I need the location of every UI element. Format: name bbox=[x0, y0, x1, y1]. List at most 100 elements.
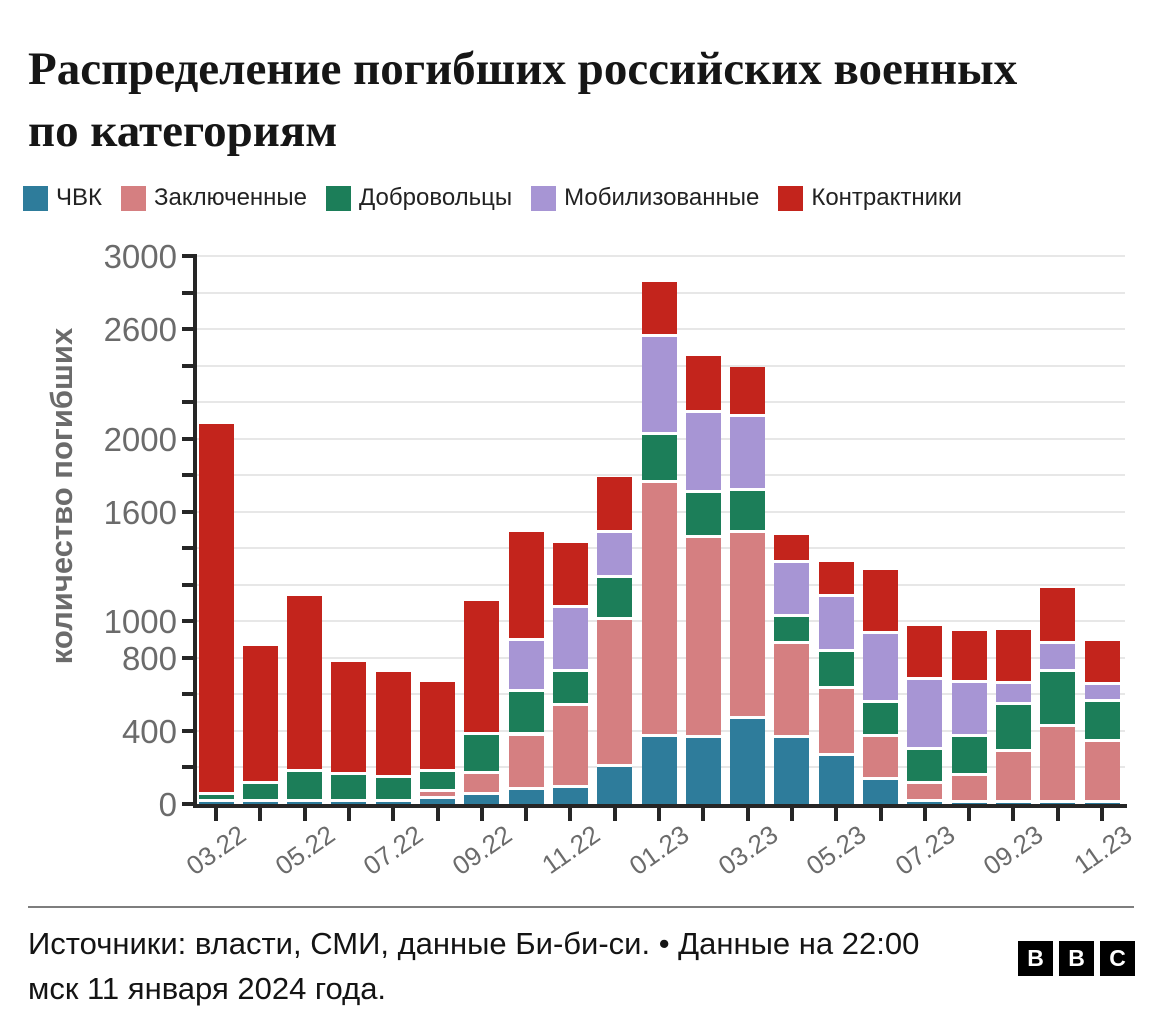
y-tick bbox=[182, 765, 195, 770]
bar-segment-Контрактники bbox=[730, 367, 766, 417]
x-tick bbox=[524, 808, 529, 821]
bar-segment-Заключенные bbox=[552, 706, 588, 788]
bar-segment-Мобилизованные bbox=[508, 641, 544, 692]
legend-swatch bbox=[23, 185, 48, 211]
bar-segment-Мобилизованные bbox=[951, 682, 987, 738]
x-tick bbox=[745, 808, 750, 821]
bar-segment-Заключенные bbox=[995, 751, 1031, 804]
bar-segment-Мобилизованные bbox=[907, 679, 943, 751]
bar-segment-Заключенные bbox=[863, 737, 898, 781]
bar-segment-Добровольцы bbox=[552, 671, 588, 707]
bar-segment-Добровольцы bbox=[287, 772, 323, 803]
legend-label: Мобилизованные bbox=[564, 184, 760, 211]
y-tick bbox=[182, 436, 195, 441]
y-tick bbox=[182, 509, 195, 514]
legend-swatch bbox=[326, 185, 352, 211]
y-tick-label: 800 bbox=[121, 639, 177, 677]
bar-segment-Заключенные bbox=[951, 775, 987, 804]
bar-segment-Контрактники bbox=[1084, 641, 1120, 686]
bar-segment-ЧВК bbox=[907, 802, 943, 804]
x-tick bbox=[878, 808, 883, 821]
y-tick bbox=[182, 619, 195, 624]
bar-segment-Добровольцы bbox=[1040, 672, 1076, 728]
bar-segment-Мобилизованные bbox=[552, 607, 588, 672]
y-tick bbox=[182, 655, 195, 660]
legend-swatch bbox=[778, 185, 804, 211]
legend-item-4: Мобилизованные bbox=[531, 184, 759, 212]
y-tick bbox=[182, 692, 195, 697]
y-tick bbox=[182, 802, 195, 806]
bar-segment-Контрактники bbox=[375, 672, 411, 778]
x-tick-label: 07.22 bbox=[357, 819, 429, 881]
x-tick-label: 05.22 bbox=[269, 819, 340, 881]
bar-segment-ЧВК bbox=[420, 798, 455, 804]
bar-segment-Добровольцы bbox=[1084, 701, 1120, 742]
bar-segment-Контрактники bbox=[863, 570, 898, 635]
bar-segment-Контрактники bbox=[641, 281, 677, 338]
x-tick-label: 05.23 bbox=[800, 819, 872, 881]
bar-segment-Добровольцы bbox=[242, 783, 278, 803]
bar-segment-Мобилизованные bbox=[774, 562, 810, 617]
x-tick bbox=[1011, 808, 1016, 821]
bar-segment-ЧВК bbox=[641, 737, 677, 804]
bar-segment-Заключенные bbox=[641, 483, 677, 738]
bar-segment-Контрактники bbox=[818, 561, 854, 597]
bar-segment-Контрактники bbox=[1040, 587, 1076, 645]
y-axis-line bbox=[193, 254, 197, 808]
legend-label: ЧВК bbox=[56, 184, 102, 211]
y-tick bbox=[182, 327, 195, 332]
bar-segment-ЧВК bbox=[863, 780, 898, 804]
bar-segment-Добровольцы bbox=[508, 691, 544, 736]
bar-segment-Заключенные bbox=[1040, 727, 1076, 804]
x-tick-label: 07.23 bbox=[889, 819, 961, 881]
bar-segment-Добровольцы bbox=[951, 737, 987, 776]
x-axis-line bbox=[193, 804, 1127, 808]
bar-segment-ЧВК bbox=[464, 794, 500, 804]
x-tick bbox=[1100, 808, 1104, 821]
bar-segment-Контрактники bbox=[774, 534, 810, 563]
bar-segment-Контрактники bbox=[287, 595, 323, 773]
page-title: Распределение погибших российских военны… bbox=[28, 43, 1018, 158]
y-tick-label: 1600 bbox=[103, 493, 177, 531]
bar-segment-Мобилизованные bbox=[730, 416, 766, 491]
x-tick bbox=[967, 808, 972, 821]
legend: ЧВК Заключенные Добровольцы Мобилизованные К… bbox=[23, 184, 962, 212]
x-tick bbox=[834, 808, 839, 821]
bar-segment-Мобилизованные bbox=[995, 684, 1031, 706]
y-tick-label: 1000 bbox=[103, 603, 177, 641]
legend-swatch bbox=[531, 185, 557, 211]
footer-divider bbox=[28, 906, 1134, 908]
bar-segment-ЧВК bbox=[242, 802, 278, 804]
x-tick bbox=[657, 808, 661, 821]
y-tick bbox=[182, 290, 195, 295]
x-tick-label: 09.23 bbox=[978, 819, 1049, 881]
bar-segment-Заключенные bbox=[774, 644, 810, 739]
bar-segment-Добровольцы bbox=[995, 705, 1031, 752]
bar-segment-Заключенные bbox=[730, 532, 766, 720]
bar-segment-Добровольцы bbox=[907, 750, 943, 784]
bar-segment-ЧВК bbox=[198, 802, 234, 804]
bar-segment-Заключенные bbox=[508, 735, 544, 791]
x-tick-label: 01.23 bbox=[623, 819, 695, 881]
y-tick-label: 2600 bbox=[103, 311, 177, 349]
bar-segment-Добровольцы bbox=[331, 774, 367, 803]
bar-segment-Заключенные bbox=[464, 773, 500, 795]
legend-item-2: Заключенные bbox=[120, 184, 307, 212]
bar-segment-Мобилизованные bbox=[818, 596, 854, 653]
x-tick bbox=[435, 808, 440, 821]
bar-segment-Контрактники bbox=[242, 645, 278, 784]
x-tick-label: 03.22 bbox=[180, 819, 252, 881]
y-tick bbox=[182, 728, 195, 733]
bar-segment-ЧВК bbox=[1040, 803, 1076, 804]
bar-segment-Добровольцы bbox=[198, 794, 234, 803]
bar-segment-ЧВК bbox=[375, 802, 411, 804]
bar-segment-Добровольцы bbox=[420, 772, 455, 793]
y-tick bbox=[182, 400, 195, 405]
source-text: Источники: власти, СМИ, данные Би-би-си.… bbox=[28, 926, 920, 1006]
y-tick-label: 3000 bbox=[103, 238, 177, 275]
legend-label: Добровольцы bbox=[359, 184, 513, 211]
x-tick bbox=[346, 808, 351, 821]
y-tick bbox=[182, 363, 195, 368]
bar-segment-Заключенные bbox=[907, 783, 943, 803]
